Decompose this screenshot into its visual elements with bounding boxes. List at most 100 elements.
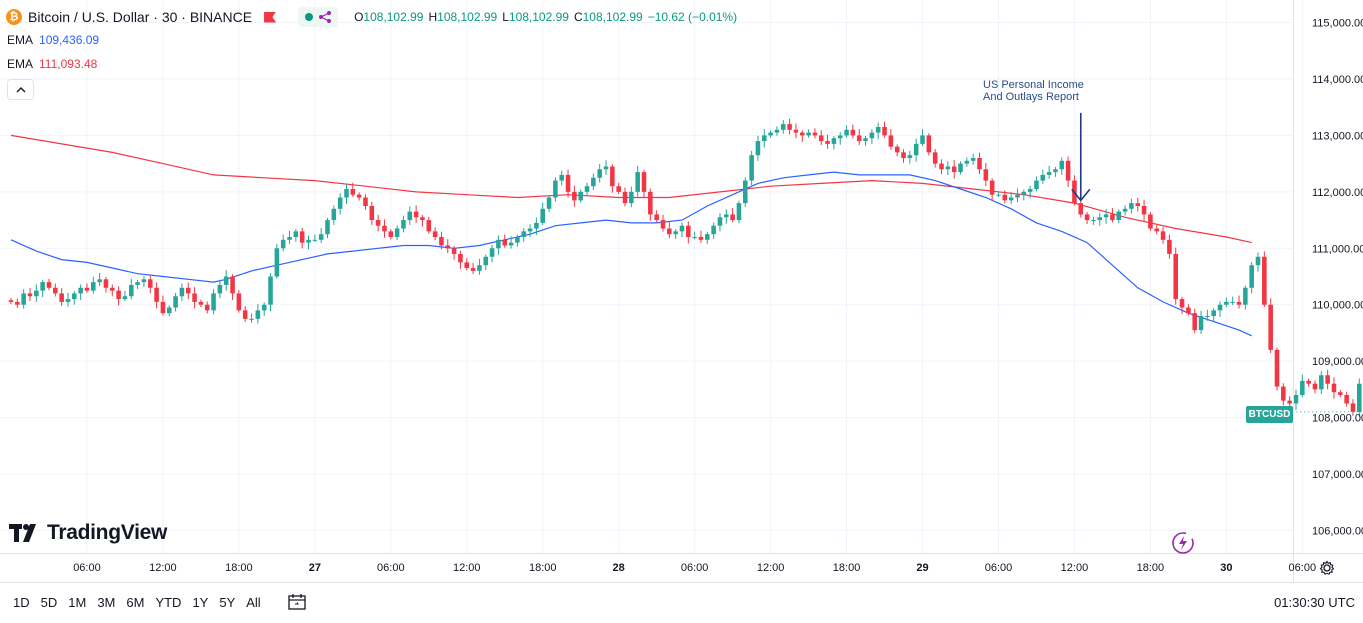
lightning-icon[interactable] <box>1170 530 1196 556</box>
candle-body <box>312 239 318 241</box>
tradingview-logo-icon <box>9 524 36 542</box>
time-tick-label: 30 <box>1220 562 1232 574</box>
candle-body <box>818 135 824 142</box>
candle-body <box>198 301 204 305</box>
candle-body <box>1205 316 1210 317</box>
ema-legend-blue[interactable]: EMA 109,436.09 <box>7 33 99 47</box>
candle-body <box>1053 169 1058 173</box>
candle-body <box>464 262 470 269</box>
annotation-line: US Personal Income <box>983 79 1084 91</box>
candle-body <box>755 141 761 156</box>
symbol-title[interactable]: Bitcoin / U.S. Dollar · 30 · BINANCE <box>28 9 253 25</box>
candle-body <box>1135 203 1141 206</box>
candle-body <box>780 124 786 130</box>
goto-date-icon[interactable] <box>287 593 307 611</box>
candle-body <box>711 225 716 235</box>
candle-body <box>1046 172 1052 175</box>
candle-body <box>420 217 425 221</box>
candle-body <box>1167 239 1172 254</box>
candle-body <box>679 225 685 232</box>
candle-body <box>768 132 773 136</box>
candle-body <box>59 293 64 302</box>
time-tick-label: 06:00 <box>985 562 1013 574</box>
range-ytd[interactable]: YTD <box>155 595 182 610</box>
candle-body <box>116 290 121 300</box>
candle-body <box>932 152 938 164</box>
candle-body <box>799 132 805 136</box>
candle-body <box>261 304 267 311</box>
candle-body <box>128 284 134 297</box>
candle-body <box>91 282 96 291</box>
candle-body <box>363 197 368 206</box>
candle-body <box>1274 349 1280 387</box>
range-1y[interactable]: 1Y <box>192 595 209 610</box>
candle-body <box>432 231 438 237</box>
candle-body <box>230 276 235 294</box>
candle-body <box>1230 301 1235 303</box>
price-tick-label: 115,000.00 <box>1312 18 1363 30</box>
price-chart[interactable]: 106,000.00 107,000.00 108,000.00 109,000.00… <box>0 0 1363 582</box>
ema-lines <box>10 134 1252 337</box>
candle-body <box>451 248 457 254</box>
flag-icon[interactable] <box>264 11 277 23</box>
range-all[interactable]: All <box>246 595 261 610</box>
price-axis[interactable]: 106,000.00 107,000.00 108,000.00 109,000.00… <box>1293 0 1363 582</box>
range-3m[interactable]: 3M <box>97 595 116 610</box>
candle-body <box>1059 160 1065 170</box>
candle-body <box>1008 197 1014 201</box>
candle-body <box>926 135 932 153</box>
candle-body <box>939 163 944 170</box>
candle-body <box>610 166 615 187</box>
candle-body <box>534 222 539 229</box>
candle-body <box>27 293 33 297</box>
candle-body <box>1015 194 1020 198</box>
time-tick-label: 12:00 <box>757 562 785 574</box>
chart-grid <box>0 0 1303 553</box>
candle-body <box>1179 299 1185 308</box>
price-tick-label: 109,000.00 <box>1312 356 1363 368</box>
candle-body <box>293 231 299 237</box>
ohlc-low-label: L <box>502 10 509 24</box>
candle-body <box>1350 403 1356 412</box>
logo-text: TradingView <box>47 521 168 544</box>
collapse-legend-button[interactable] <box>7 79 34 100</box>
candle-body <box>1306 380 1311 384</box>
utc-clock[interactable]: 01:30:30 UTC <box>1274 595 1355 610</box>
range-1m[interactable]: 1M <box>68 595 87 610</box>
range-6m[interactable]: 6M <box>126 595 145 610</box>
range-1d[interactable]: 1D <box>13 595 30 610</box>
gear-icon[interactable] <box>1319 560 1335 576</box>
ema-legend-red[interactable]: EMA 111,093.48 <box>7 57 97 71</box>
candle-body <box>616 186 621 192</box>
time-axis[interactable]: 06:00 12:00 18:00 27 06:00 12:00 18:00 28 06:00 1… <box>0 553 1363 575</box>
candle-body <box>774 129 780 133</box>
candle-body <box>236 293 242 311</box>
indicator-tools[interactable] <box>298 7 339 27</box>
candle-body <box>920 135 925 144</box>
time-tick-label: 29 <box>916 562 928 574</box>
candle-body <box>470 268 476 271</box>
candle-body <box>1173 253 1178 300</box>
candle-body <box>882 126 887 136</box>
tradingview-logo[interactable]: TradingView <box>9 521 167 545</box>
candle-body <box>34 290 39 297</box>
candle-body <box>970 158 976 161</box>
candle-body <box>996 194 1001 196</box>
price-tick-label: 112,000.00 <box>1312 187 1363 199</box>
range-5d[interactable]: 5D <box>40 595 58 610</box>
range-5y[interactable]: 5Y <box>219 595 236 610</box>
candle-body <box>15 301 20 305</box>
candle-body <box>350 189 356 195</box>
candle-body <box>1243 287 1248 305</box>
candle-body <box>255 310 261 319</box>
candle-body <box>204 304 210 311</box>
candle-body <box>1078 203 1084 215</box>
candle-body <box>546 197 552 209</box>
chevron-up-icon <box>16 86 25 92</box>
candle-body <box>869 132 875 139</box>
candle-body <box>654 214 659 221</box>
time-tick-label: 18:00 <box>225 562 253 574</box>
bottom-toolbar: 1D 5D 1M 3M 6M YTD 1Y 5Y All 01:30:30 UT… <box>0 582 1363 623</box>
candle-body <box>1097 217 1103 221</box>
candle-body <box>1300 380 1305 395</box>
